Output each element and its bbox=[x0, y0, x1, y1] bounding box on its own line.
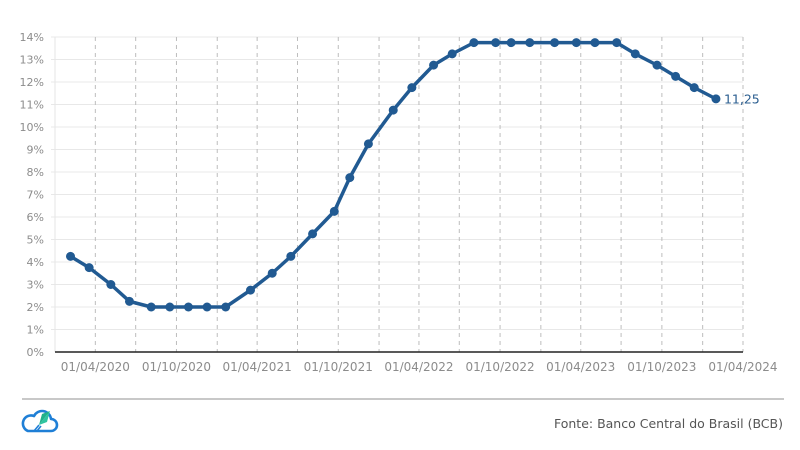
data-point bbox=[124, 296, 134, 306]
data-point bbox=[689, 83, 699, 93]
y-tick-label: 8% bbox=[27, 166, 44, 179]
x-tick-label: 01/10/2023 bbox=[627, 360, 696, 374]
y-axis-ticks: 0% 1% 2% 3% 4% 5% 6% 7% 8% 9% 10% 11% 12% 13% 14% bbox=[20, 31, 44, 359]
data-point bbox=[469, 38, 479, 48]
y-tick-label: 4% bbox=[27, 256, 44, 269]
data-point bbox=[388, 105, 398, 115]
source-caption: Fonte: Banco Central do Brasil (BCB) bbox=[553, 416, 783, 431]
data-point bbox=[571, 38, 581, 48]
x-tick-label: 01/04/2023 bbox=[546, 360, 615, 374]
data-point bbox=[429, 60, 439, 70]
y-tick-label: 10% bbox=[20, 121, 44, 134]
data-point bbox=[345, 173, 355, 183]
data-point bbox=[106, 280, 116, 289]
data-point bbox=[612, 38, 622, 48]
data-point bbox=[491, 38, 501, 48]
x-tick-label: 01/04/2022 bbox=[384, 360, 453, 374]
y-tick-label: 6% bbox=[27, 211, 44, 224]
footer-divider bbox=[22, 398, 784, 400]
data-point bbox=[407, 83, 417, 93]
y-tick-label: 2% bbox=[27, 301, 44, 314]
data-point bbox=[183, 302, 193, 312]
data-point bbox=[286, 251, 296, 261]
data-point bbox=[165, 302, 175, 312]
data-point bbox=[146, 302, 156, 312]
data-point bbox=[525, 38, 535, 48]
data-point bbox=[66, 251, 76, 261]
data-point bbox=[447, 49, 457, 59]
x-tick-label: 01/10/2021 bbox=[304, 360, 373, 374]
data-point bbox=[267, 268, 277, 278]
x-tick-label: 01/04/2020 bbox=[61, 360, 130, 374]
x-tick-label: 01/04/2021 bbox=[223, 360, 292, 374]
y-tick-label: 3% bbox=[27, 279, 44, 292]
selic-data-points bbox=[66, 38, 721, 312]
y-tick-label: 11% bbox=[20, 99, 44, 112]
data-point bbox=[711, 94, 721, 104]
y-tick-label: 1% bbox=[27, 324, 44, 337]
data-point bbox=[202, 302, 212, 312]
y-tick-label: 0% bbox=[27, 346, 44, 359]
data-point bbox=[671, 71, 681, 81]
y-tick-label: 5% bbox=[27, 234, 44, 247]
cloud-rocket-logo-icon bbox=[21, 409, 59, 433]
x-tick-label: 01/04/2024 bbox=[708, 360, 777, 374]
data-point bbox=[308, 229, 318, 239]
y-tick-label: 12% bbox=[20, 76, 44, 89]
data-point bbox=[84, 263, 94, 273]
data-point bbox=[245, 285, 255, 295]
data-point bbox=[550, 38, 560, 48]
data-point bbox=[652, 60, 662, 70]
x-axis-ticks: 01/04/2020 01/10/2020 01/04/2021 01/10/2021… bbox=[61, 360, 778, 374]
data-point bbox=[221, 302, 231, 312]
data-point bbox=[363, 139, 373, 149]
x-tick-label: 01/10/2022 bbox=[465, 360, 534, 374]
x-tick-label: 01/10/2020 bbox=[142, 360, 211, 374]
y-tick-label: 13% bbox=[20, 54, 44, 67]
y-tick-label: 7% bbox=[27, 189, 44, 202]
y-tick-label: 9% bbox=[27, 144, 44, 157]
last-value-label: 11,25 bbox=[724, 91, 760, 106]
data-point bbox=[329, 206, 339, 216]
y-tick-label: 14% bbox=[20, 31, 44, 44]
data-point bbox=[506, 38, 516, 48]
line-chart: 0% 1% 2% 3% 4% 5% 6% 7% 8% 9% 10% 11% 12% 13% 14% 01/0… bbox=[20, 31, 778, 374]
data-point bbox=[630, 49, 640, 59]
data-point bbox=[590, 38, 600, 48]
horizontal-gridlines bbox=[51, 36, 743, 330]
